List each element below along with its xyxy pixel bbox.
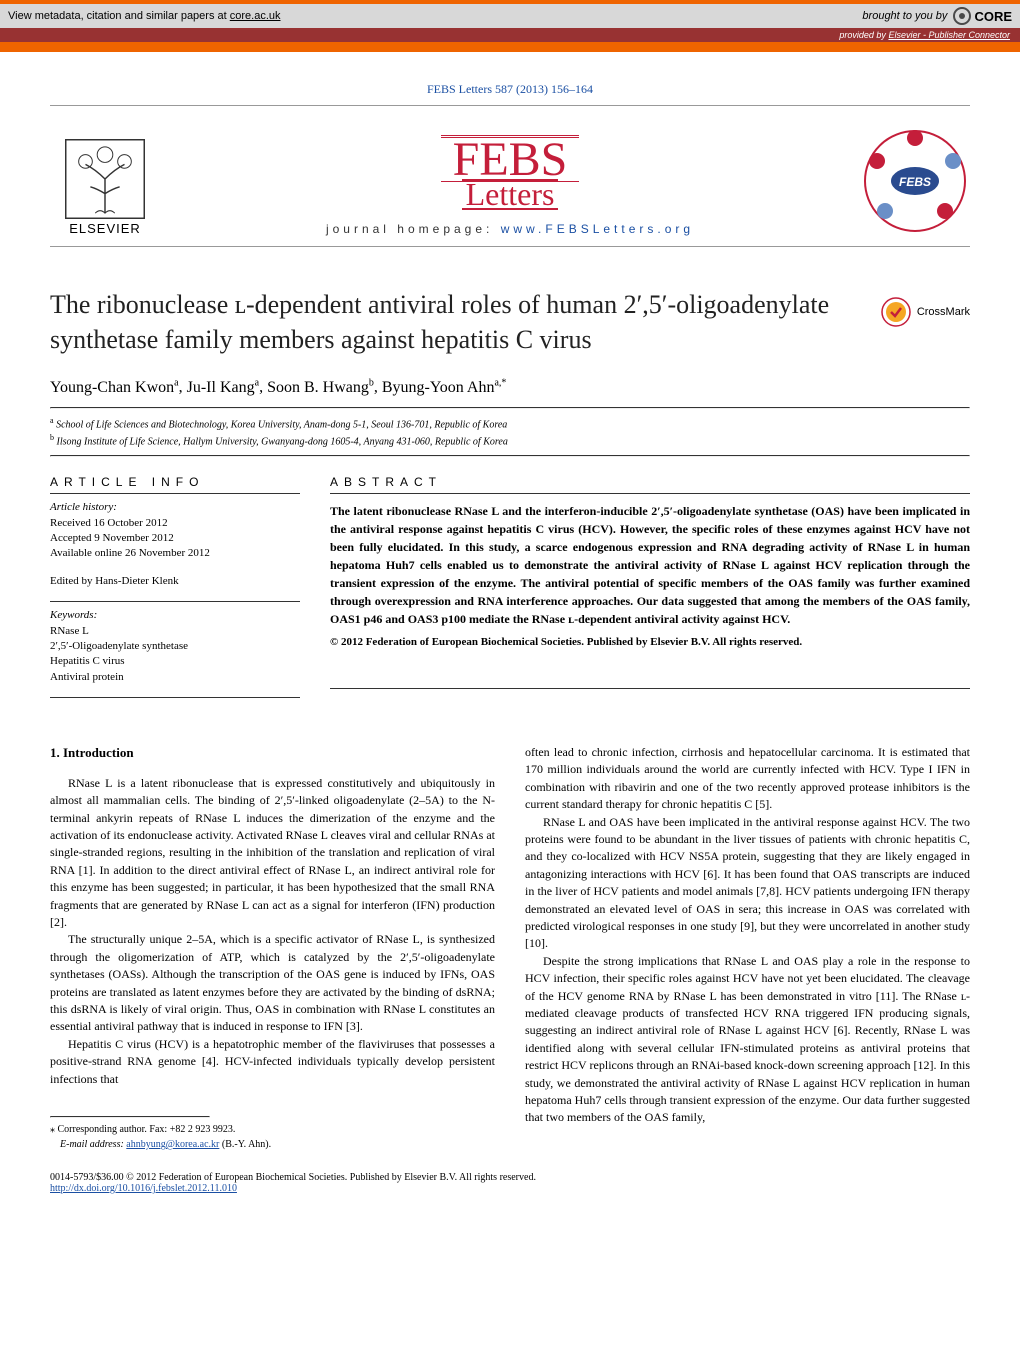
article-history: Article history: Received 16 October 201… — [50, 500, 300, 562]
elsevier-logo[interactable]: ELSEVIER — [50, 126, 160, 236]
elsevier-text: ELSEVIER — [69, 221, 141, 236]
febs-badge-icon: FEBS — [860, 126, 970, 236]
author-3: Byung-Yoon Ahna,* — [382, 379, 507, 396]
core-link[interactable]: core.ac.uk — [230, 10, 281, 22]
author-2: Soon B. Hwangb — [267, 379, 374, 396]
keyword-0: RNase L — [50, 625, 89, 637]
provider-prefix: provided by — [839, 30, 888, 40]
article-info-column: ARTICLE INFO Article history: Received 1… — [50, 475, 300, 704]
intro-p2: The structurally unique 2–5A, which is a… — [50, 931, 495, 1035]
header-rule-bottom — [50, 246, 970, 247]
online-date: Available online 26 November 2012 — [50, 547, 210, 559]
page-footer: 0014-5793/$36.00 © 2012 Federation of Eu… — [50, 1172, 970, 1194]
email-suffix: (B.-Y. Ahn). — [219, 1139, 271, 1150]
intro-p3: Hepatitis C virus (HCV) is a hepatotroph… — [50, 1036, 495, 1088]
svg-text:FEBS: FEBS — [899, 175, 931, 189]
intro-heading: 1. Introduction — [50, 744, 495, 763]
crossmark-icon — [881, 297, 911, 327]
email-link[interactable]: ahnbyung@korea.ac.kr — [126, 1139, 219, 1150]
info-rule-2 — [50, 601, 300, 602]
affil-rule-2 — [50, 455, 970, 457]
history-label: Article history: — [50, 501, 117, 513]
body-columns: 1. Introduction RNase L is a latent ribo… — [50, 744, 970, 1152]
header-logos: ELSEVIER FEBS Letters journal homepage: … — [50, 106, 970, 246]
intro-p6: Despite the strong implications that RNa… — [525, 953, 970, 1127]
topbar-left: View metadata, citation and similar pape… — [8, 10, 281, 22]
intro-p4: often lead to chronic infection, cirrhos… — [525, 744, 970, 814]
affil-rule — [50, 407, 970, 409]
core-text: CORE — [974, 9, 1012, 24]
accepted-date: Accepted 9 November 2012 — [50, 532, 174, 544]
keywords-block: Keywords: RNase L 2′,5′-Oligoadenylate s… — [50, 608, 300, 685]
affil-b: b Ilsong Institute of Life Science, Hall… — [50, 432, 970, 449]
edited-by: Edited by Hans-Dieter Klenk — [50, 574, 300, 589]
received-date: Received 16 October 2012 — [50, 517, 168, 529]
article-title: The ribonuclease ʟ-dependent antiviral r… — [50, 287, 900, 357]
brought-by: brought to you by — [862, 10, 947, 22]
abstract-column: ABSTRACT The latent ribonuclease RNase L… — [330, 475, 970, 704]
intro-p1: RNase L is a latent ribonuclease that is… — [50, 775, 495, 932]
corresponding-author: ⁎ Corresponding author. Fax: +82 2 923 9… — [50, 1122, 495, 1152]
keywords-label: Keywords: — [50, 609, 97, 621]
affil-a: a School of Life Sciences and Biotechnol… — [50, 415, 970, 432]
core-logo[interactable]: CORE — [953, 7, 1012, 25]
intro-p5: RNase L and OAS have been implicated in … — [525, 814, 970, 953]
corresponding-email-line: E-mail address: ahnbyung@korea.ac.kr (B.… — [50, 1137, 495, 1152]
info-rule-3 — [50, 697, 300, 698]
title-area: The ribonuclease ʟ-dependent antiviral r… — [50, 287, 970, 357]
doi-link[interactable]: http://dx.doi.org/10.1016/j.febslet.2012… — [50, 1183, 237, 1194]
provider-link[interactable]: Elsevier - Publisher Connector — [888, 30, 1010, 40]
orange-separator — [0, 42, 1020, 52]
corresponding-fax: ⁎ Corresponding author. Fax: +82 2 923 9… — [50, 1122, 495, 1137]
authors-line: Young-Chan Kwona, Ju-Il Kanga, Soon B. H… — [50, 377, 970, 396]
homepage-label: journal homepage: — [326, 222, 501, 236]
homepage-line: journal homepage: www.FEBSLetters.org — [326, 222, 694, 236]
keyword-1: 2′,5′-Oligoadenylate synthetase — [50, 640, 188, 652]
febs-letters-logo: FEBS Letters — [326, 135, 694, 210]
affiliations: a School of Life Sciences and Biotechnol… — [50, 415, 970, 450]
topbar-right: brought to you by CORE — [862, 7, 1012, 25]
citation-line: FEBS Letters 587 (2013) 156–164 — [50, 82, 970, 97]
author-1: Ju-Il Kanga — [187, 379, 259, 396]
crossmark-text: CrossMark — [917, 306, 970, 318]
info-abstract-row: ARTICLE INFO Article history: Received 1… — [50, 475, 970, 704]
febs-bottom: Letters — [462, 179, 559, 210]
footer-copyright: 0014-5793/$36.00 © 2012 Federation of Eu… — [50, 1172, 970, 1183]
elsevier-tree-icon — [65, 139, 145, 219]
article-info-heading: ARTICLE INFO — [50, 475, 300, 489]
homepage-url[interactable]: www.FEBSLetters.org — [501, 222, 694, 236]
core-icon — [953, 7, 971, 25]
author-0: Young-Chan Kwona — [50, 379, 179, 396]
body-col-left: 1. Introduction RNase L is a latent ribo… — [50, 744, 495, 1152]
citation-link[interactable]: FEBS Letters 587 (2013) 156–164 — [427, 82, 593, 96]
abstract-copyright: © 2012 Federation of European Biochemica… — [330, 636, 970, 648]
corresponding-rule — [50, 1116, 210, 1118]
febs-badge[interactable]: FEBS — [860, 126, 970, 236]
abs-rule-2 — [330, 688, 970, 689]
body-col-right: often lead to chronic infection, cirrhos… — [525, 744, 970, 1152]
abstract-text: The latent ribonuclease RNase L and the … — [330, 502, 970, 628]
abs-rule-1 — [330, 493, 970, 494]
febs-center: FEBS Letters journal homepage: www.FEBSL… — [326, 135, 694, 236]
topbar-prefix: View metadata, citation and similar pape… — [8, 10, 230, 22]
crossmark-badge[interactable]: CrossMark — [881, 297, 970, 327]
keyword-3: Antiviral protein — [50, 671, 124, 683]
provider-bar: provided by Elsevier - Publisher Connect… — [0, 28, 1020, 42]
abstract-heading: ABSTRACT — [330, 475, 970, 489]
core-topbar: View metadata, citation and similar pape… — [0, 0, 1020, 28]
keyword-2: Hepatitis C virus — [50, 655, 125, 667]
email-label: E-mail address: — [60, 1139, 126, 1150]
info-rule-1 — [50, 493, 300, 494]
